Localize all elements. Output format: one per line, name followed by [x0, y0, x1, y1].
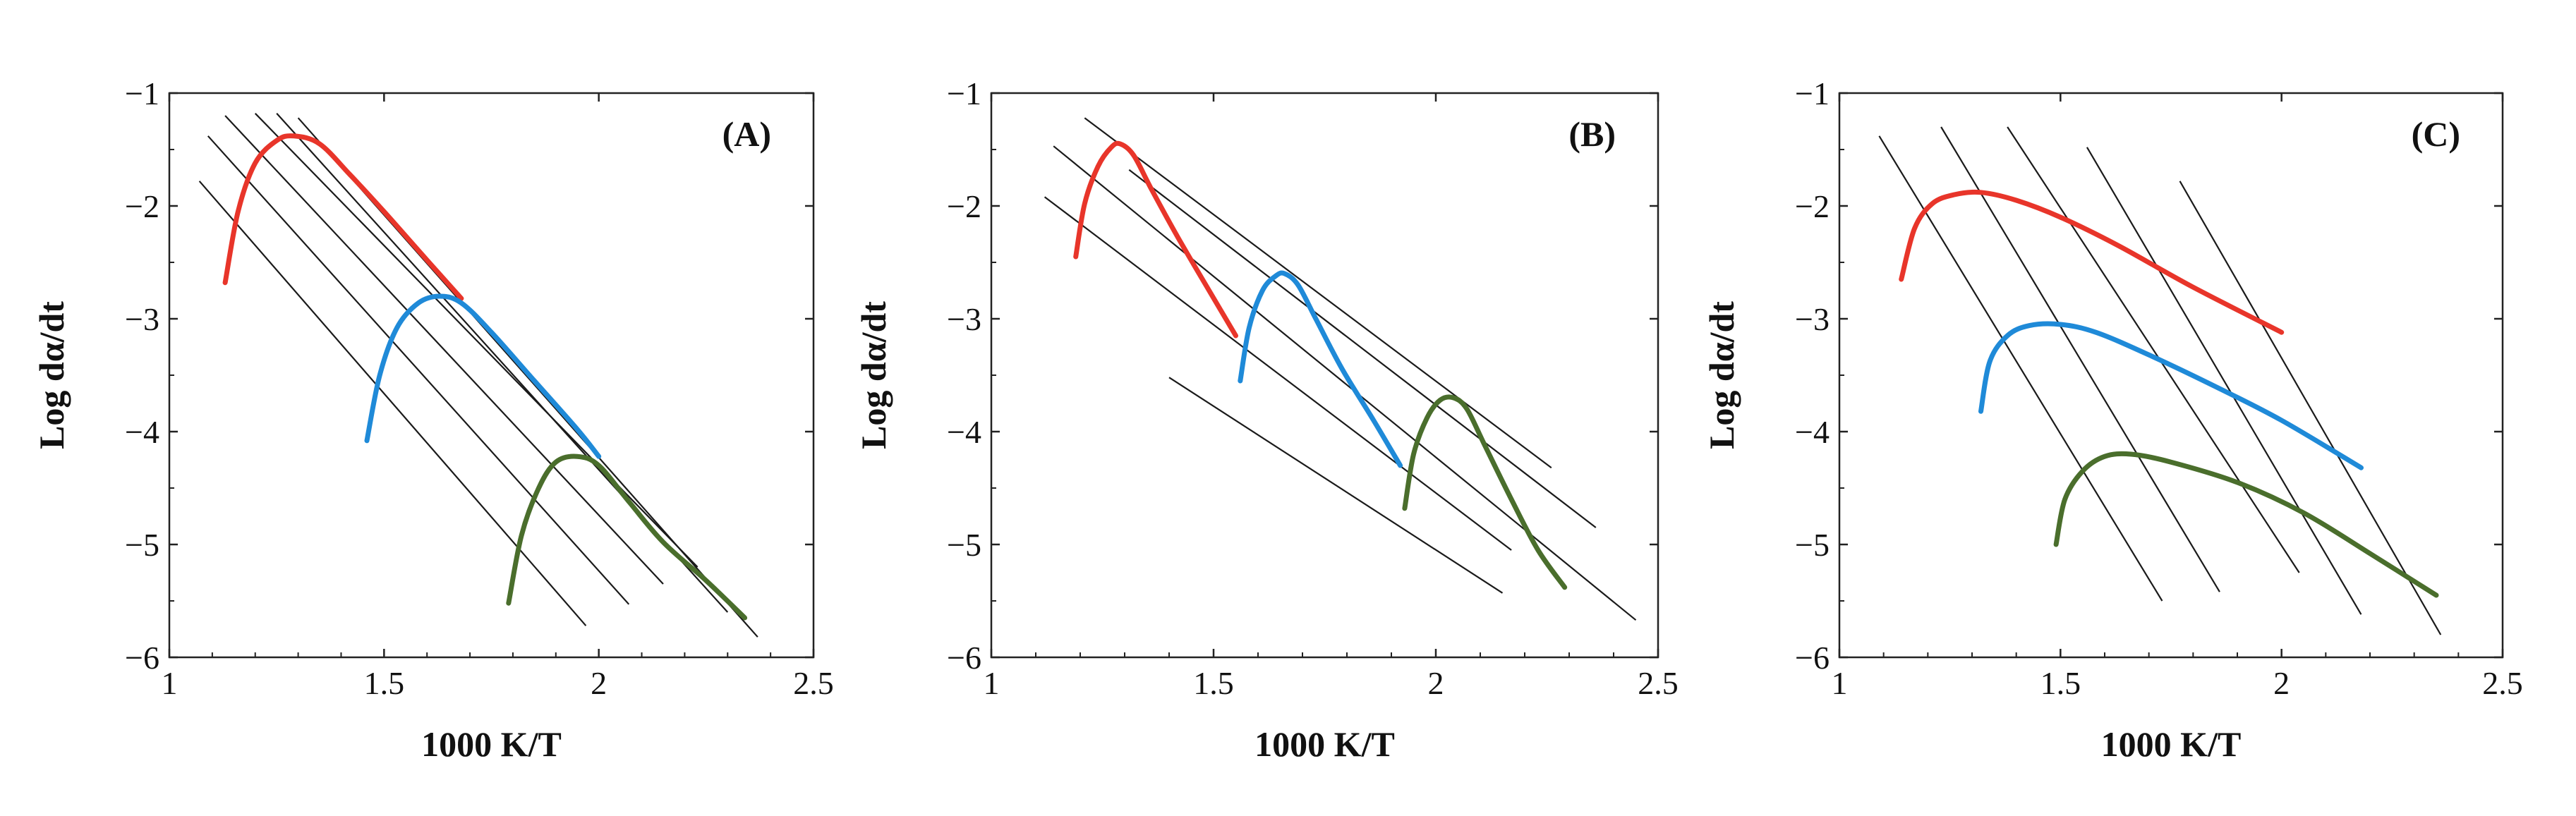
y-tick-label: −4 — [125, 414, 159, 450]
y-tick-label: −6 — [1795, 640, 1830, 676]
panel-label: (B) — [1568, 114, 1616, 154]
y-tick-label: −2 — [1795, 188, 1830, 224]
reference-line — [1878, 135, 2163, 602]
y-tick-label: −5 — [947, 527, 981, 563]
reference-line — [1168, 377, 1504, 594]
y-tick-label: −1 — [947, 75, 981, 111]
y-tick-label: −3 — [1795, 301, 1830, 337]
y-tick-label: −4 — [1795, 414, 1830, 450]
panel-label: (C) — [2412, 114, 2460, 154]
x-tick-label: 2 — [2273, 665, 2290, 701]
y-axis-title: Log dα/dt — [854, 301, 893, 449]
series-blue-curve — [1238, 270, 1403, 468]
reference-line — [2086, 147, 2362, 615]
series-blue-curve — [1978, 321, 2364, 470]
reference-line — [1053, 145, 1637, 621]
y-tick-label: −6 — [947, 640, 981, 676]
series-blue-curve — [364, 293, 602, 459]
y-tick-label: −6 — [125, 640, 159, 676]
x-tick-label: 2 — [1428, 665, 1444, 701]
reference-line — [1084, 117, 1552, 469]
x-tick-label: 1.5 — [364, 665, 405, 701]
chart-panel-a: 1 1.5 2 2.5 −1 −2 −3 −4 −5 −6 (A) 1000 K/T Log dα/dt — [32, 75, 834, 764]
y-tick-label: −5 — [1795, 527, 1830, 563]
reference-line — [1940, 126, 2220, 592]
chart-panel-b: 1 1.5 2 2.5 −1 −2 −3 −4 −5 −6 (B) 1000 K/T Log dα/dt — [854, 75, 1679, 764]
y-tick-label: −5 — [125, 527, 159, 563]
x-tick-label: 1 — [984, 665, 1000, 701]
reference-line — [207, 135, 630, 605]
series-red-curve — [1073, 140, 1238, 339]
reference-line — [1128, 169, 1597, 528]
x-axis-title: 1000 K/T — [1254, 724, 1395, 764]
reference-line — [198, 181, 587, 626]
x-tick-label: 2.5 — [1638, 665, 1679, 701]
x-tick-label: 1.5 — [2040, 665, 2081, 701]
y-tick-label: −1 — [125, 75, 159, 111]
y-tick-label: −3 — [125, 301, 159, 337]
chart-panel-c: 1 1.5 2 2.5 −1 −2 −3 −4 −5 −6 (C) 1000 K/T Log dα/dt — [1702, 75, 2523, 764]
series-red-curve — [222, 133, 464, 301]
x-tick-label: 2.5 — [793, 665, 834, 701]
x-tick-label: 1 — [1832, 665, 1848, 701]
x-axis-title: 1000 K/T — [421, 724, 562, 764]
x-axis-title: 1000 K/T — [2101, 724, 2242, 764]
y-axis-title: Log dα/dt — [32, 301, 71, 449]
x-tick-label: 1 — [162, 665, 178, 701]
y-tick-label: −4 — [947, 414, 981, 450]
x-tick-label: 2.5 — [2482, 665, 2523, 701]
y-tick-label: −2 — [125, 188, 159, 224]
reference-line — [2007, 126, 2300, 573]
plot-frame — [168, 92, 815, 659]
y-axis-title: Log dα/dt — [1702, 301, 1741, 449]
series-green-curve — [2053, 451, 2439, 598]
reference-line — [2179, 181, 2442, 635]
x-tick-label: 2 — [591, 665, 607, 701]
reference-line — [1044, 196, 1512, 551]
panel-label: (A) — [722, 114, 771, 154]
x-tick-label: 1.5 — [1193, 665, 1234, 701]
y-tick-label: −3 — [947, 301, 981, 337]
series-green-curve — [1402, 394, 1568, 590]
series-red-curve — [1899, 189, 2285, 335]
reference-line — [224, 115, 664, 585]
y-tick-label: −1 — [1795, 75, 1830, 111]
series-green-curve — [506, 453, 748, 621]
y-tick-label: −2 — [947, 188, 981, 224]
